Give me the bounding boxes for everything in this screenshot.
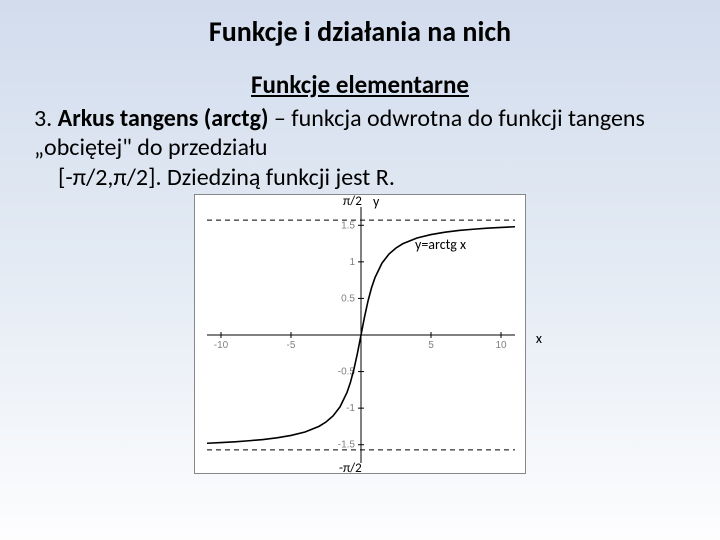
svg-text:-10: -10 [214, 340, 229, 351]
arctg-chart: -10-5510-1.5-1-0.50.511.5 y π/2 -π/2 x y… [194, 194, 526, 474]
x-axis-label: x [536, 330, 542, 347]
svg-text:1: 1 [349, 257, 355, 268]
chart-svg: -10-5510-1.5-1-0.50.511.5 [195, 195, 527, 475]
item-number: 3. [34, 104, 52, 133]
svg-text:1.5: 1.5 [341, 220, 355, 231]
svg-text:0.5: 0.5 [341, 293, 355, 304]
svg-text:5: 5 [428, 340, 434, 351]
y-axis-label: y [373, 193, 379, 210]
svg-text:-5: -5 [287, 340, 296, 351]
body-text: 3. Arkus tangens (arctg) – funkcja odwro… [0, 100, 720, 192]
svg-text:-1.5: -1.5 [338, 440, 356, 451]
bottom-asymptote-label: -π/2 [339, 461, 362, 476]
svg-text:-1: -1 [346, 403, 355, 414]
curve-label: y=arctg x [415, 236, 466, 253]
page-subtitle: Funkcje elementarne [0, 69, 720, 100]
top-asymptote-label: π/2 [343, 194, 362, 209]
item-name: Arkus tangens (arctg) [58, 104, 269, 133]
item-desc-2: [-π/2,π/2]. Dziedziną funkcji jest R. [34, 163, 395, 192]
page-title: Funkcje i działania na nich [0, 0, 720, 49]
svg-text:10: 10 [495, 340, 507, 351]
